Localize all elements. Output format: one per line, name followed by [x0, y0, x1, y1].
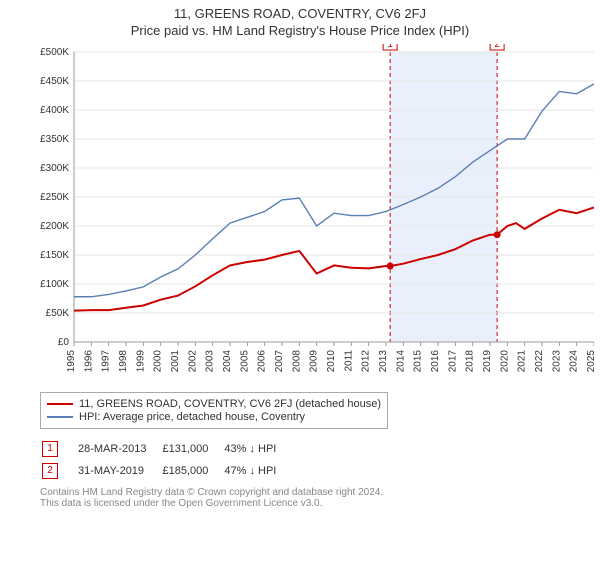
svg-text:2001: 2001 [170, 350, 181, 373]
svg-text:£400K: £400K [40, 105, 69, 116]
svg-text:2017: 2017 [447, 350, 458, 373]
marker-price: £131,000 [162, 439, 222, 459]
svg-text:1: 1 [387, 44, 393, 50]
chart-area: £0 £50K £100K £150K £200K £250K £300K £350K £400… [34, 44, 594, 384]
legend-row-property: 11, GREENS ROAD, COVENTRY, CV6 2FJ (deta… [47, 398, 381, 410]
svg-text:2012: 2012 [361, 350, 372, 373]
svg-text:£450K: £450K [40, 76, 69, 87]
marker-badge: 2 [42, 463, 58, 479]
svg-text:2010: 2010 [326, 350, 337, 373]
svg-text:1998: 1998 [118, 350, 129, 373]
chart-title: 11, GREENS ROAD, COVENTRY, CV6 2FJ [0, 6, 600, 21]
marker-table: 1 28-MAR-2013£131,00043% ↓ HPI 2 31-MAY-201… [40, 437, 292, 483]
svg-text:2000: 2000 [153, 350, 164, 373]
chart-svg: £0 £50K £100K £150K £200K £250K £300K £350K £400… [34, 44, 594, 384]
chart-subtitle: Price paid vs. HM Land Registry's House … [0, 23, 600, 38]
svg-text:1997: 1997 [101, 350, 112, 373]
svg-text:2007: 2007 [274, 350, 285, 373]
svg-text:2004: 2004 [222, 350, 233, 373]
svg-text:£150K: £150K [40, 250, 69, 261]
svg-text:£350K: £350K [40, 134, 69, 145]
svg-text:2013: 2013 [378, 350, 389, 373]
svg-text:£500K: £500K [40, 47, 69, 58]
svg-text:2018: 2018 [465, 350, 476, 373]
svg-text:2003: 2003 [205, 350, 216, 373]
svg-text:2006: 2006 [257, 350, 268, 373]
svg-text:2008: 2008 [291, 350, 302, 373]
svg-text:2005: 2005 [239, 350, 250, 373]
svg-text:1999: 1999 [135, 350, 146, 373]
svg-text:£300K: £300K [40, 163, 69, 174]
legend-label-hpi: HPI: Average price, detached house, Cove… [79, 411, 305, 423]
marker-date: 28-MAR-2013 [78, 439, 160, 459]
svg-text:1995: 1995 [66, 350, 77, 373]
svg-text:2024: 2024 [569, 350, 580, 373]
legend-row-hpi: HPI: Average price, detached house, Cove… [47, 411, 381, 423]
legend-label-property: 11, GREENS ROAD, COVENTRY, CV6 2FJ (deta… [79, 398, 381, 410]
svg-text:£250K: £250K [40, 192, 69, 203]
svg-text:2011: 2011 [343, 350, 354, 372]
marker-delta: 47% ↓ HPI [224, 461, 290, 481]
marker-price: £185,000 [162, 461, 222, 481]
svg-text:£100K: £100K [40, 279, 69, 290]
svg-text:2014: 2014 [395, 350, 406, 373]
footer-line-1: Contains HM Land Registry data © Crown c… [40, 487, 600, 498]
footer: Contains HM Land Registry data © Crown c… [40, 487, 600, 509]
svg-text:2023: 2023 [551, 350, 562, 373]
svg-text:2002: 2002 [187, 350, 198, 373]
marker-badge: 1 [42, 441, 58, 457]
legend-swatch-property [47, 403, 73, 405]
marker-date: 31-MAY-2019 [78, 461, 160, 481]
svg-text:2: 2 [494, 44, 500, 50]
footer-line-2: This data is licensed under the Open Gov… [40, 498, 600, 509]
svg-text:2021: 2021 [517, 350, 528, 373]
svg-text:2019: 2019 [482, 350, 493, 373]
svg-text:2025: 2025 [586, 350, 594, 373]
svg-text:2015: 2015 [413, 350, 424, 373]
svg-text:2022: 2022 [534, 350, 545, 373]
svg-text:2020: 2020 [499, 350, 510, 373]
svg-text:£50K: £50K [46, 308, 70, 319]
svg-text:2009: 2009 [309, 350, 320, 373]
svg-text:£200K: £200K [40, 221, 69, 232]
legend: 11, GREENS ROAD, COVENTRY, CV6 2FJ (deta… [40, 392, 388, 429]
svg-text:2016: 2016 [430, 350, 441, 373]
svg-text:£0: £0 [58, 337, 70, 348]
marker-row: 1 28-MAR-2013£131,00043% ↓ HPI [42, 439, 290, 459]
svg-text:1996: 1996 [83, 350, 94, 373]
marker-delta: 43% ↓ HPI [224, 439, 290, 459]
marker-row: 2 31-MAY-2019£185,00047% ↓ HPI [42, 461, 290, 481]
legend-swatch-hpi [47, 416, 73, 418]
